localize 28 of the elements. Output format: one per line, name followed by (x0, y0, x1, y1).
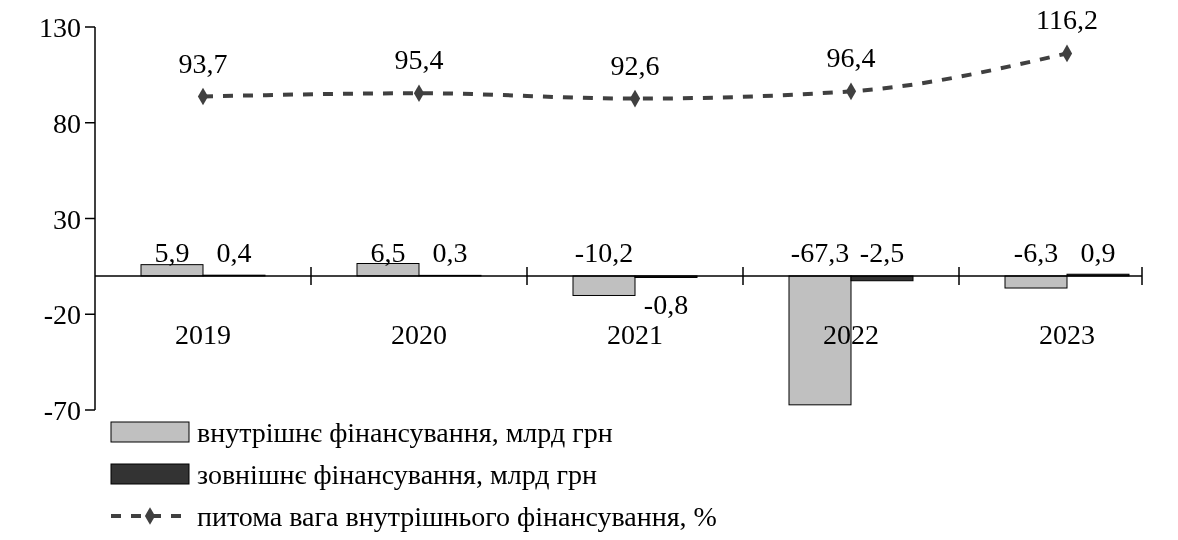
data-label: 116,2 (1036, 4, 1098, 36)
x-tick-label: 2022 (823, 318, 879, 350)
legend-label: питома вага внутрішнього фінансування, % (197, 501, 717, 532)
data-label: -2,5 (859, 236, 905, 268)
y-tick-label: 80 (53, 107, 81, 139)
y-tick-label: 30 (53, 203, 81, 235)
data-label: 0,9 (1080, 236, 1116, 268)
data-label: 0,4 (216, 236, 252, 268)
data-label: -10,2 (574, 236, 634, 268)
data-label: 5,9 (154, 236, 190, 268)
data-label: 93,7 (178, 47, 228, 79)
y-tick-label: -70 (43, 395, 81, 426)
data-label: 92,6 (610, 49, 660, 81)
data-label: 0,3 (432, 236, 468, 268)
x-tick-label: 2023 (1039, 318, 1095, 350)
data-label: 96,4 (826, 42, 876, 74)
legend-label: зовнішнє фінансування, млрд грн (197, 459, 597, 490)
data-label: 6,5 (370, 236, 406, 268)
legend-label: внутрішнє фінансування, млрд грн (197, 417, 613, 448)
y-tick-label: 130 (39, 12, 81, 43)
x-tick-label: 2020 (391, 318, 447, 350)
y-tick-label: -20 (43, 299, 81, 331)
data-label: -0,8 (643, 288, 689, 320)
x-tick-label: 2021 (607, 318, 663, 350)
x-tick-label: 2019 (175, 318, 231, 350)
data-label: -67,3 (790, 236, 850, 268)
data-label: -6,3 (1013, 236, 1059, 268)
data-label: 95,4 (394, 44, 444, 76)
